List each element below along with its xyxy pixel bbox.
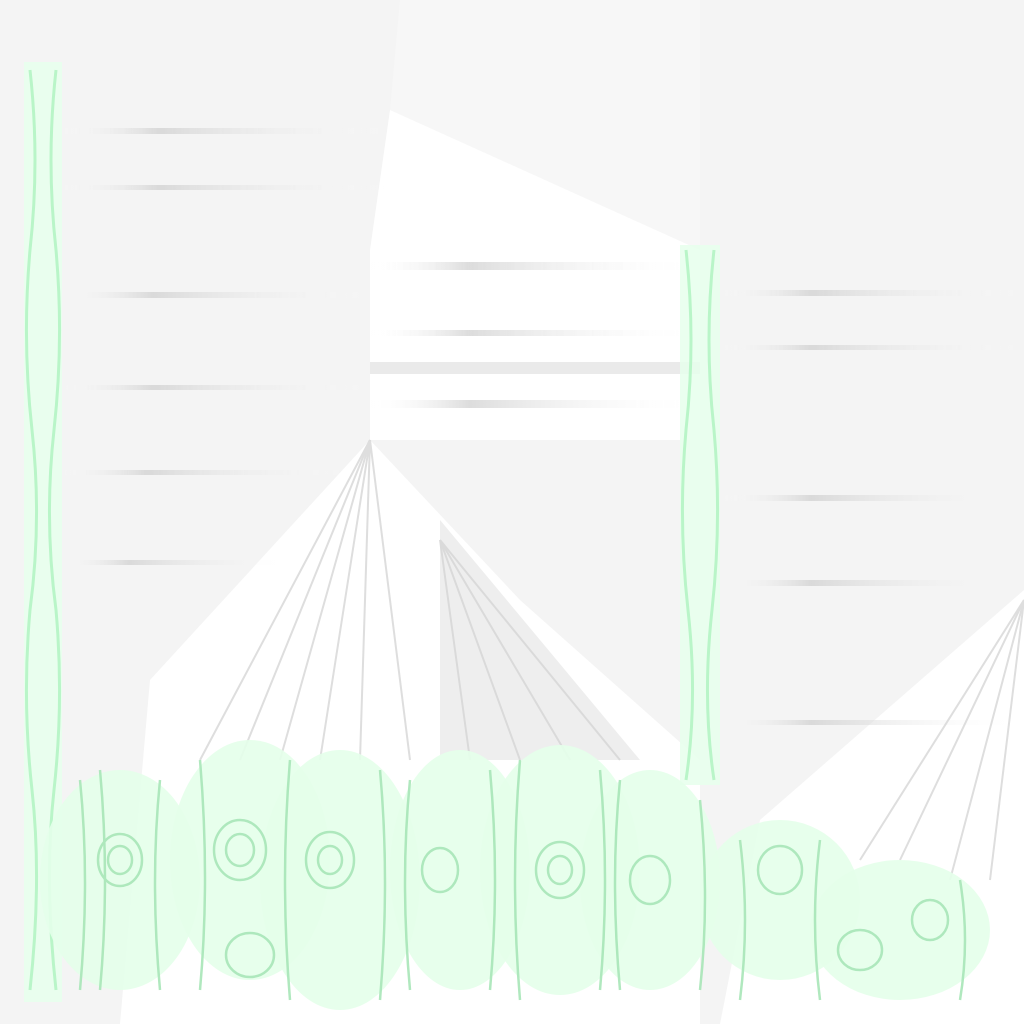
fan-upper [370,110,700,440]
fan-mid-shadow [440,520,640,760]
horizontal-streaks [60,128,1024,725]
green-grain-blobs [40,740,990,1010]
fan-top [390,0,700,250]
radiating-lines [199,439,1024,881]
